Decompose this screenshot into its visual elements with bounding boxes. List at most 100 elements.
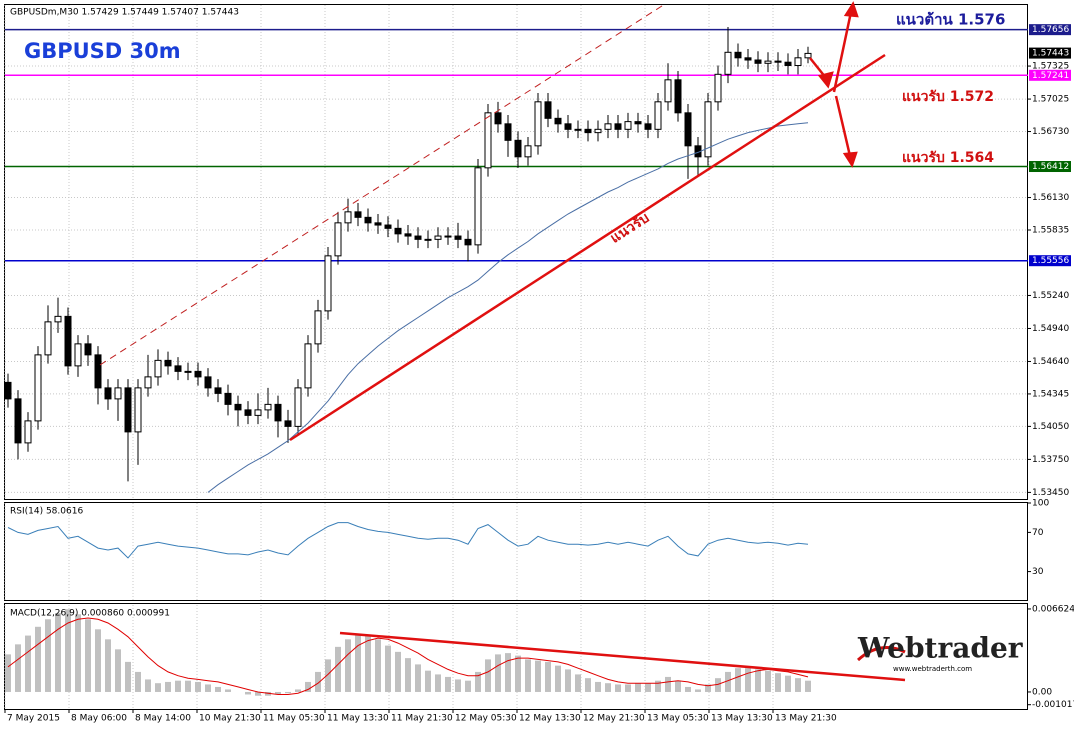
x-tick-label: 11 May 21:30 [391, 714, 453, 724]
macd-bar [365, 635, 371, 692]
macd-bar [115, 649, 121, 692]
candle-body [434, 235, 442, 240]
candle-body [744, 57, 752, 61]
macd-bar [105, 639, 111, 692]
candle-body [4, 381, 12, 400]
candle-body [424, 238, 432, 241]
y-tick-label: 30 [1032, 567, 1044, 577]
macd-bar [25, 635, 31, 692]
candle-body [54, 315, 62, 323]
macd-bar [775, 673, 781, 692]
candle-body [764, 60, 772, 64]
grid-layer [4, 5, 1028, 708]
x-tick-label: 13 May 21:30 [775, 714, 837, 724]
candle-body [134, 387, 142, 433]
macd-bar [325, 659, 331, 692]
macd-bar [575, 674, 581, 692]
channel-line [99, 3, 666, 366]
candle-body [24, 420, 32, 444]
candle-body [774, 60, 782, 63]
macd-signal [7, 617, 809, 695]
macd-bar [615, 684, 621, 692]
macd-bar [795, 678, 801, 692]
macd-bar [695, 689, 701, 692]
last-price-box [1029, 47, 1071, 59]
macd-bar [385, 645, 391, 692]
level-label-box [1029, 69, 1071, 81]
level-label-box [1029, 255, 1071, 267]
x-tick-label: 11 May 05:30 [263, 714, 325, 724]
macd-bar [265, 691, 271, 696]
macd-bar [705, 684, 711, 692]
macd-bar [495, 654, 501, 692]
candle-body [574, 128, 582, 131]
candle-body [284, 420, 292, 427]
candle-body [14, 398, 22, 444]
macd-bar [5, 654, 11, 692]
x-tick-label: 12 May 21:30 [583, 714, 645, 724]
y-tick-label: 0.00 [1032, 687, 1052, 697]
chart-header: GBPUSDm,M30 1.57429 1.57449 1.57407 1.57… [10, 8, 239, 18]
candle-body [594, 128, 602, 134]
candle-body [224, 392, 232, 405]
arrow [834, 95, 852, 157]
macd-bar [375, 639, 381, 692]
candle-body [214, 387, 222, 394]
y-tick-label: 1.53450 [1032, 488, 1069, 498]
arrow-head [817, 71, 834, 89]
candle-body [474, 167, 482, 246]
candle-body [34, 354, 42, 422]
macd-title: MACD(12,26,9) 0.000860 0.000991 [10, 609, 170, 619]
candle-body [534, 101, 542, 147]
candle-body [304, 343, 312, 389]
candle-body [104, 387, 112, 400]
logo-url: www.webtraderth.com [893, 665, 972, 673]
macd-bar [405, 658, 411, 692]
y-tick-label: 0.006624 [1032, 604, 1074, 614]
candle-body [204, 376, 212, 389]
candle-body [384, 224, 392, 229]
macd-bar [805, 680, 811, 692]
candle-body [674, 79, 682, 114]
candle-body [94, 354, 102, 389]
macd-bar [425, 670, 431, 692]
macd-bar [475, 671, 481, 692]
candle-body [64, 315, 72, 367]
macd-bar [225, 689, 231, 692]
candle-body [344, 211, 352, 224]
candle-body [374, 222, 382, 226]
macd-bar [665, 676, 671, 692]
arrow-head [842, 151, 858, 168]
logo-swoosh [856, 646, 906, 662]
macd-bar [95, 629, 101, 692]
candle-body [324, 255, 332, 312]
candle-body [174, 365, 182, 372]
candle-body [644, 123, 652, 130]
arrow-head [843, 1, 859, 18]
y-tick-label: 1.56730 [1032, 127, 1069, 137]
macd-bar [555, 665, 561, 692]
macd-bar [565, 669, 571, 692]
macd-bar [585, 678, 591, 692]
candle-body [634, 121, 642, 125]
candle-body [264, 403, 272, 411]
macd-bar [505, 653, 511, 692]
level-label: 1.57656 [1032, 25, 1069, 35]
candle-body [454, 235, 462, 240]
macd-bar [275, 691, 281, 695]
annotation: แนวต้าน 1.576 [896, 11, 1005, 29]
candle-body [404, 233, 412, 237]
candle-body [514, 139, 522, 158]
candle-body [484, 112, 492, 169]
macd-bar [605, 683, 611, 692]
candle-body [724, 51, 732, 75]
candle-body [804, 52, 812, 59]
candle-body [564, 123, 572, 130]
candle-body [254, 409, 262, 416]
candle-body [614, 123, 622, 130]
rsi-title: RSI(14) 58.0616 [10, 507, 83, 517]
candle-body [354, 211, 362, 218]
x-tick-label: 13 May 13:30 [711, 714, 773, 724]
annotation: แนวรับ 1.572 [902, 89, 994, 105]
